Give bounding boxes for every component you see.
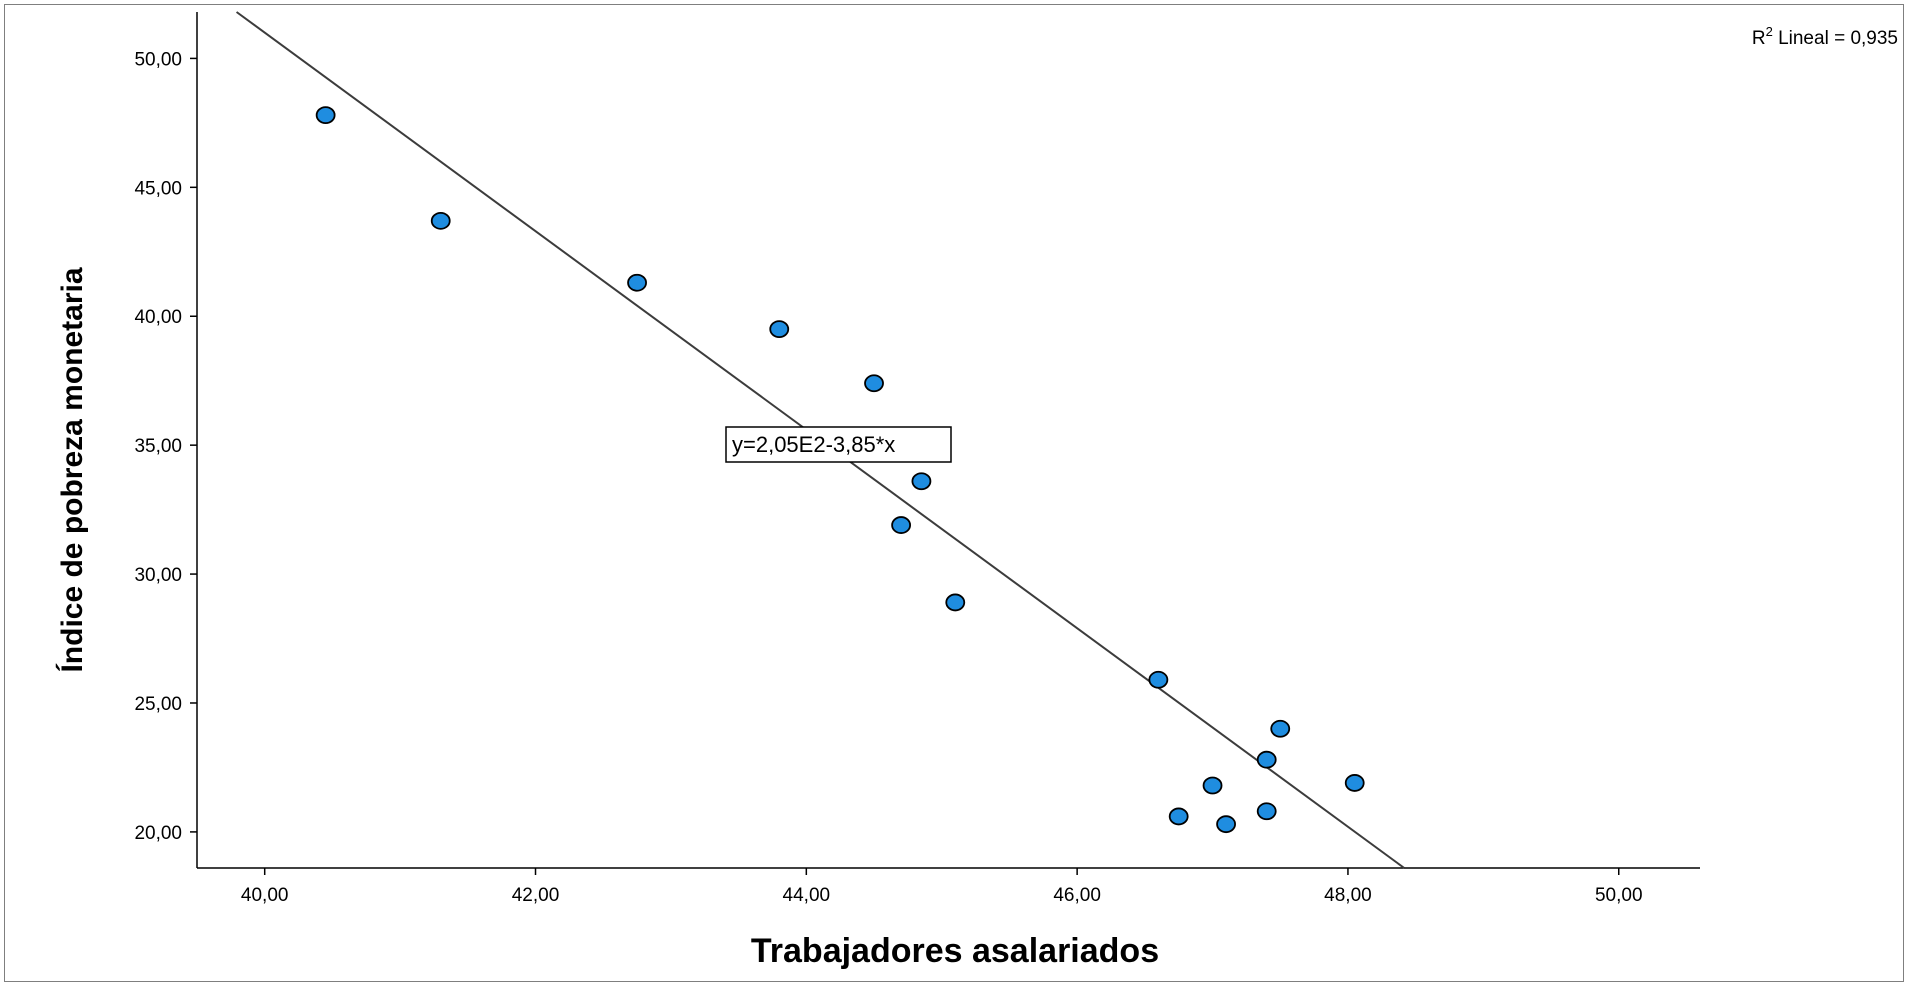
data-point (945, 593, 966, 612)
data-point (1202, 776, 1223, 795)
data-point (1168, 807, 1189, 826)
x-tick-label: 44,00 (783, 885, 831, 906)
data-point (1344, 774, 1365, 792)
x-tick-label: 40,00 (241, 885, 289, 906)
data-point (627, 273, 647, 292)
data-point (1270, 719, 1291, 738)
y-tick-label: 40,00 (134, 307, 182, 328)
y-tick-label: 50,00 (134, 49, 182, 70)
y-tick-label: 30,00 (134, 565, 182, 586)
chart-frame (4, 4, 1904, 982)
y-tick-label: 45,00 (134, 178, 182, 199)
data-point (1256, 750, 1277, 769)
y-axis-title: Índice de pobreza monetaria (55, 267, 89, 672)
y-ticks: 50,00 45,00 40,00 35,00 30,00 25,00 20,00 (134, 49, 197, 844)
equation-label: y=2,05E2-3,85*x (732, 432, 895, 457)
y-tick-label: 35,00 (134, 436, 182, 457)
data-point (864, 374, 884, 393)
y-tick-label: 25,00 (134, 694, 182, 715)
data-point (315, 106, 336, 125)
data-point (1256, 802, 1277, 821)
data-point (769, 320, 790, 339)
data-point (430, 211, 451, 230)
data-point (911, 472, 932, 491)
data-point (891, 516, 912, 534)
y-tick-label: 20,00 (134, 823, 182, 844)
equation-label-border (725, 426, 952, 463)
r-squared-label: R2 Lineal = 0,935 (1752, 24, 1898, 49)
axes (196, 12, 1700, 869)
data-points (315, 106, 1365, 834)
x-tick-label: 42,00 (512, 885, 560, 906)
data-point (1216, 815, 1236, 834)
x-tick-label: 48,00 (1324, 885, 1372, 906)
data-point (1148, 670, 1169, 689)
equation-label-box: y=2,05E2-3,85*x (725, 426, 952, 463)
x-tick-label: 50,00 (1595, 885, 1643, 906)
x-ticks: 40,00 42,00 44,00 46,00 48,00 50,00 (241, 868, 1643, 906)
x-tick-label: 46,00 (1053, 885, 1101, 906)
x-axis-title: Trabajadores asalariados (751, 932, 1159, 970)
